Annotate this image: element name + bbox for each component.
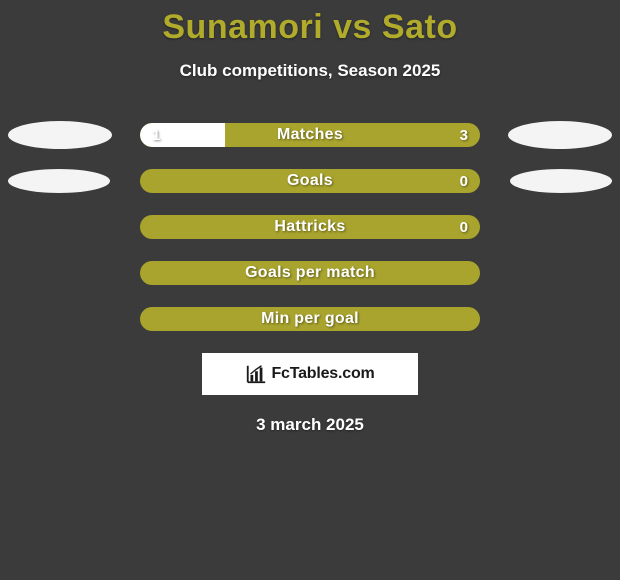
player-left-name: Sunamori bbox=[162, 8, 323, 46]
page-title: Sunamori vs Sato bbox=[0, 0, 620, 47]
stat-label: Goals bbox=[140, 169, 480, 193]
player-left-ellipse bbox=[8, 121, 112, 149]
player-left-ellipse bbox=[8, 169, 110, 193]
stat-row: 0Goals bbox=[0, 169, 620, 193]
stat-label: Hattricks bbox=[140, 215, 480, 239]
player-right-name: Sato bbox=[382, 8, 458, 46]
stat-bar: 0Hattricks bbox=[140, 215, 480, 239]
stat-bar: Min per goal bbox=[140, 307, 480, 331]
date-text: 3 march 2025 bbox=[0, 415, 620, 435]
stat-bar: 13Matches bbox=[140, 123, 480, 147]
stat-label: Goals per match bbox=[140, 261, 480, 285]
subtitle: Club competitions, Season 2025 bbox=[0, 61, 620, 81]
stat-label: Matches bbox=[140, 123, 480, 147]
stat-bar: Goals per match bbox=[140, 261, 480, 285]
player-right-ellipse bbox=[510, 169, 612, 193]
vs-word: vs bbox=[333, 8, 372, 46]
logo-text: FcTables.com bbox=[271, 365, 374, 383]
stat-row: 13Matches bbox=[0, 123, 620, 147]
player-right-ellipse bbox=[508, 121, 612, 149]
logo-box: FcTables.com bbox=[202, 353, 418, 395]
stat-row: Min per goal bbox=[0, 307, 620, 331]
stat-row: 0Hattricks bbox=[0, 215, 620, 239]
comparison-infographic: Sunamori vs Sato Club competitions, Seas… bbox=[0, 0, 620, 580]
barchart-icon bbox=[245, 363, 267, 385]
stat-bar: 0Goals bbox=[140, 169, 480, 193]
stat-label: Min per goal bbox=[140, 307, 480, 331]
stat-row: Goals per match bbox=[0, 261, 620, 285]
stats-container: 13Matches 0Goals 0Hattricks Goals per match… bbox=[0, 123, 620, 331]
